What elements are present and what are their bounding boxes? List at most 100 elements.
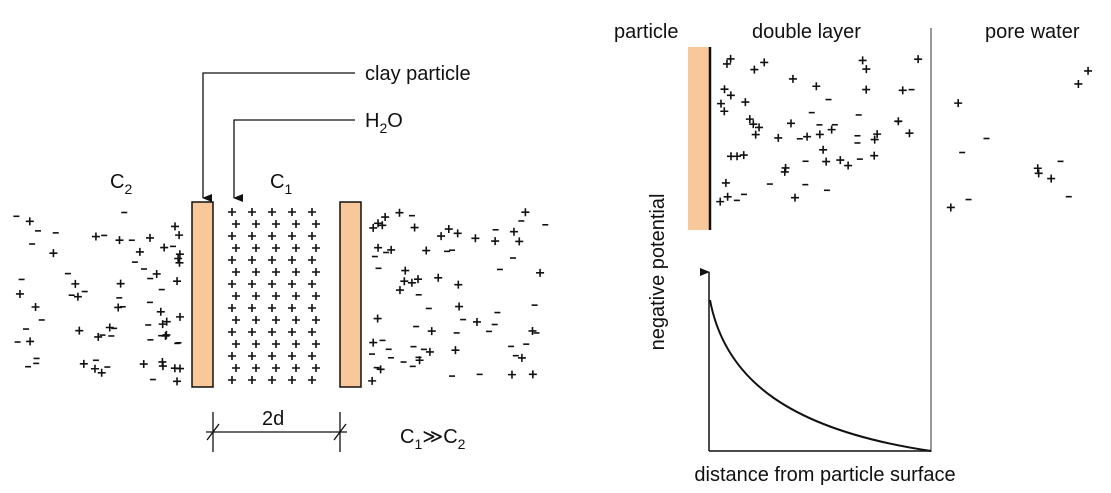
plus-charge [870, 151, 879, 160]
plus-charge [288, 376, 296, 384]
plus-charge [248, 376, 256, 384]
plus-charge [268, 352, 276, 360]
dimension [206, 412, 347, 452]
leader-arrow [202, 72, 355, 202]
plus-charge [788, 74, 797, 83]
clay-plate [339, 201, 362, 388]
plus-charge [387, 245, 396, 254]
plus-charge [288, 256, 296, 264]
plus-charge [288, 304, 296, 312]
axis-label: negative potential [647, 194, 669, 351]
plus-charge [252, 268, 260, 276]
plus-charge [858, 56, 867, 65]
plus-charge [292, 244, 300, 252]
plus-charge [749, 120, 758, 129]
plus-charge [268, 328, 276, 336]
plus-charge [451, 346, 460, 355]
plus-charge [248, 304, 256, 312]
plus-charge [308, 256, 316, 264]
plus-charge [288, 232, 296, 240]
plus-charge [819, 145, 828, 154]
plus-charge [369, 338, 378, 347]
plus-charge [156, 307, 165, 316]
plus-charge [401, 266, 410, 275]
plus-charge [175, 231, 184, 240]
subscript: 2 [458, 436, 466, 452]
subscript: 1 [284, 181, 292, 197]
plus-charge [15, 289, 24, 298]
plus-charge [437, 232, 446, 241]
plus-charge [94, 332, 103, 341]
plus-charge [822, 157, 831, 166]
clay-plate [191, 201, 214, 388]
plus-charge [528, 370, 537, 379]
plus-charge [521, 208, 530, 217]
plus-charge [780, 167, 789, 176]
plus-charge [228, 256, 236, 264]
plus-charge [248, 256, 256, 264]
plus-charge [175, 258, 184, 267]
plus-charge [31, 302, 40, 311]
plus-charge [248, 280, 256, 288]
plus-charge [288, 328, 296, 336]
plus-charge [232, 340, 240, 348]
plus-charge [716, 197, 725, 206]
plus-charge [228, 208, 236, 216]
plus-charge [750, 65, 759, 74]
plus-charge [308, 208, 316, 216]
plus-charge [252, 244, 260, 252]
label-part: ≫ [422, 426, 443, 448]
plus-charge [862, 85, 871, 94]
plus-charge [272, 340, 280, 348]
plus-charge [308, 328, 316, 336]
plus-charge [232, 220, 240, 228]
plus-charge [308, 376, 316, 384]
plus-charge [232, 244, 240, 252]
charges [13, 54, 1093, 386]
plus-charge [395, 208, 404, 217]
plus-charge [755, 123, 764, 132]
plus-charge [308, 304, 316, 312]
plus-charge [946, 203, 955, 212]
plus-charge [292, 220, 300, 228]
plus-charge [288, 208, 296, 216]
plus-charge [425, 347, 434, 356]
plus-charge [312, 292, 320, 300]
plus-charge [272, 364, 280, 372]
plus-charge [75, 326, 84, 335]
plus-charge [515, 237, 524, 246]
plus-charge [139, 360, 148, 369]
plus-charge [116, 279, 125, 288]
plus-charge [292, 364, 300, 372]
plus-charge [232, 268, 240, 276]
label: 2d [262, 408, 284, 430]
plus-charge [173, 377, 182, 386]
plus-charge [870, 135, 879, 144]
plus-charge [739, 151, 748, 160]
plus-charge [722, 59, 731, 68]
plus-charge [720, 107, 729, 116]
plus-charge [268, 376, 276, 384]
plus-charge [248, 232, 256, 240]
plus-charge [312, 220, 320, 228]
plus-charge [228, 352, 236, 360]
label-part: O [387, 110, 403, 132]
plus-charge [268, 208, 276, 216]
plus-charge [528, 326, 537, 335]
plus-charge [135, 247, 144, 256]
plus-charge [145, 233, 154, 242]
plus-charge [726, 91, 735, 100]
plus-charge [170, 364, 179, 373]
plus-charge [173, 277, 182, 286]
plus-charge [422, 246, 431, 255]
plus-charge [720, 85, 729, 94]
plus-charge [105, 323, 114, 332]
plus-charge [727, 152, 736, 161]
plus-charge [791, 193, 800, 202]
plus-charge [292, 292, 300, 300]
plus-charge [232, 292, 240, 300]
plus-charge [862, 65, 871, 74]
plus-charge [472, 317, 481, 326]
plus-charge [898, 86, 907, 95]
plus-charge [312, 340, 320, 348]
